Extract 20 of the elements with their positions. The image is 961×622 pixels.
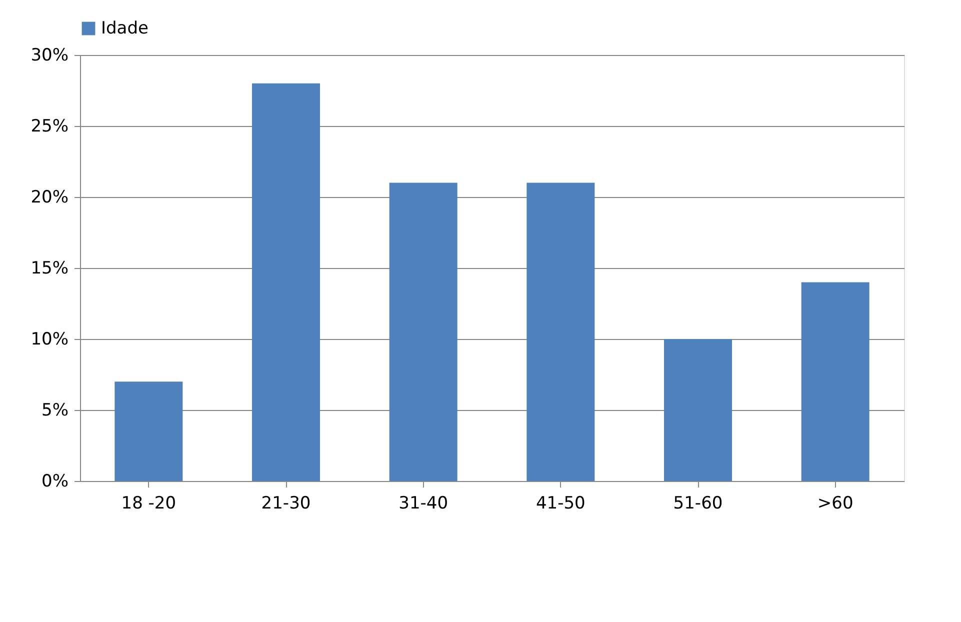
x-tick-label: 51-60 — [673, 494, 723, 514]
x-tick-label: 21-30 — [261, 494, 311, 514]
y-tick-label: 25% — [30, 116, 68, 136]
bar — [252, 83, 320, 481]
y-tick-label: 5% — [42, 400, 68, 420]
legend-label: Idade — [101, 18, 148, 38]
y-tick-label: 20% — [30, 188, 68, 208]
bar — [526, 182, 595, 481]
x-tick-label: 31-40 — [398, 494, 448, 514]
x-tick-label: >60 — [817, 494, 854, 514]
bar — [114, 382, 183, 481]
bar — [664, 339, 732, 481]
y-tick-label: 10% — [30, 330, 68, 350]
y-tick-label: 0% — [42, 472, 68, 492]
y-tick-label: 15% — [30, 258, 68, 278]
bar — [801, 282, 870, 481]
x-tick-label: 41-50 — [536, 494, 586, 514]
y-tick-label: 30% — [30, 46, 68, 66]
x-tick-label: 18 -20 — [121, 494, 176, 514]
bar — [389, 182, 458, 481]
